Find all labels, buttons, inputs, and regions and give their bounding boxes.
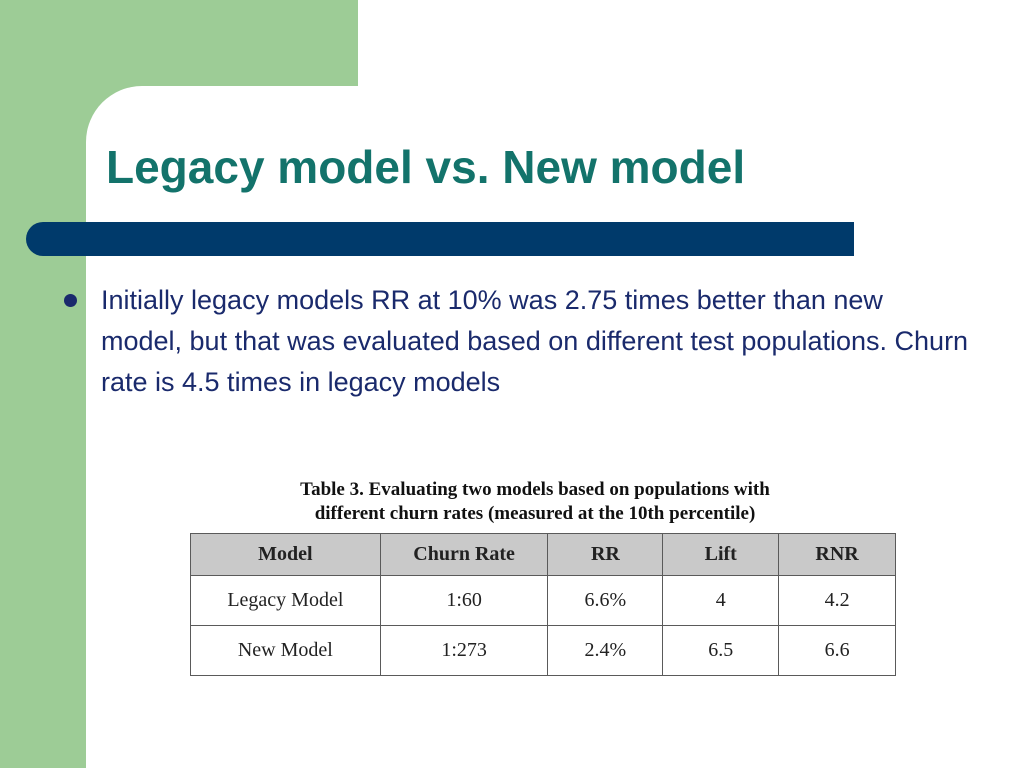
table-header-row: Model Churn Rate RR Lift RNR — [190, 533, 896, 576]
header-churn-rate: Churn Rate — [379, 533, 549, 576]
decorative-green-band-top — [0, 0, 358, 86]
table-caption: Table 3. Evaluating two models based on … — [190, 478, 880, 526]
decorative-green-band-left — [0, 0, 86, 768]
cell-rr: 6.6% — [547, 575, 664, 626]
bullet-text: Initially legacy models RR at 10% was 2.… — [101, 285, 969, 397]
table-row: Legacy Model 1:60 6.6% 4 4.2 — [190, 575, 896, 626]
header-rnr: RNR — [778, 533, 896, 576]
cell-churn-rate: 1:60 — [379, 575, 549, 626]
cell-rr: 2.4% — [547, 625, 664, 676]
cell-lift: 6.5 — [662, 625, 780, 676]
header-lift: Lift — [662, 533, 780, 576]
comparison-table: Model Churn Rate RR Lift RNR Legacy Mode… — [190, 533, 896, 676]
cell-rnr: 6.6 — [778, 625, 896, 676]
cell-churn-rate: 1:273 — [379, 625, 549, 676]
cell-rnr: 4.2 — [778, 575, 896, 626]
cell-lift: 4 — [662, 575, 780, 626]
decorative-white-corner — [86, 86, 206, 206]
header-rr: RR — [547, 533, 664, 576]
decorative-title-bar — [26, 222, 854, 256]
table-row: New Model 1:273 2.4% 6.5 6.6 — [190, 625, 896, 676]
header-model: Model — [190, 533, 381, 576]
bullet-dot-icon — [64, 294, 77, 307]
slide-title: Legacy model vs. New model — [106, 141, 746, 193]
table-caption-line-1: Table 3. Evaluating two models based on … — [300, 479, 770, 500]
cell-model: Legacy Model — [190, 575, 381, 626]
cell-model: New Model — [190, 625, 381, 676]
table-caption-line-2: different churn rates (measured at the 1… — [314, 503, 756, 524]
